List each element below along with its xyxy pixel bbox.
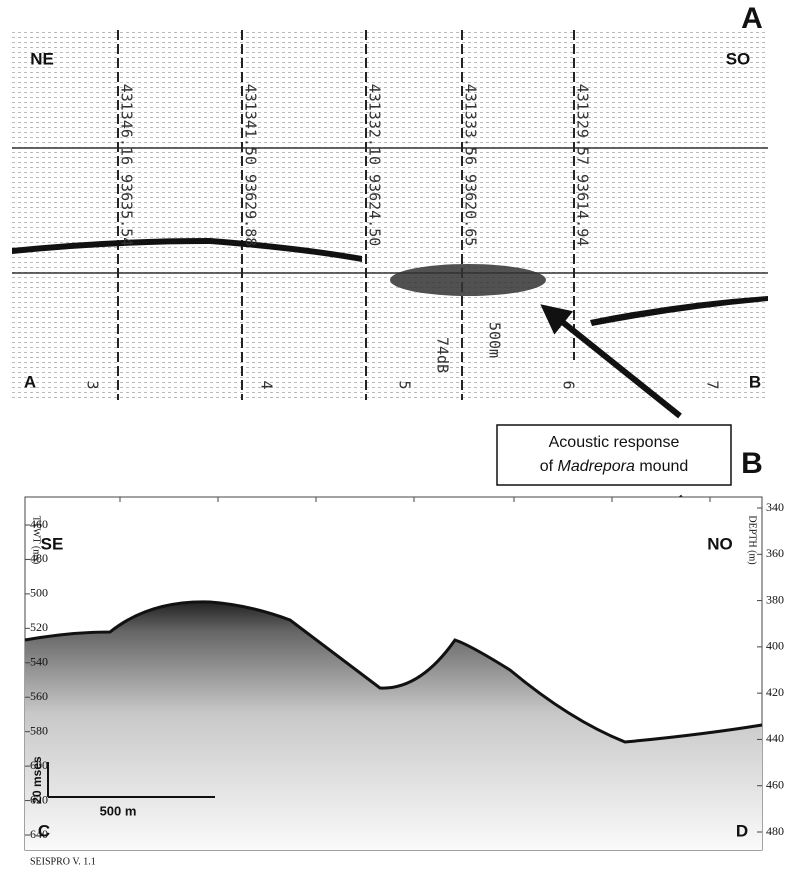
panel-label: B xyxy=(741,447,763,480)
direction: SE xyxy=(41,534,64,553)
panel-label: A xyxy=(741,2,763,35)
direction: NE xyxy=(30,49,54,68)
callout-species: Madrepora xyxy=(558,458,635,475)
shot-mark: 4 xyxy=(258,380,276,389)
right-axis-label: DEPTH (m) xyxy=(747,515,758,564)
figure: Acoustic response of Madrepora mound 460… xyxy=(0,0,798,873)
tick-label: 360 xyxy=(766,546,784,560)
fix-label: 431332.10 93624.50 xyxy=(366,84,384,247)
tick-label: 440 xyxy=(766,731,784,745)
callout-line: Acoustic response xyxy=(549,434,680,451)
tick-label: 560 xyxy=(30,689,48,703)
vscale-label: 20 mses xyxy=(30,756,44,804)
fix-label: 431329.57 93614.94 xyxy=(574,84,592,247)
mound-response xyxy=(390,264,546,296)
hscale-label: 500 m xyxy=(100,803,137,818)
tick-label: 540 xyxy=(30,655,48,669)
tick-label: 580 xyxy=(30,723,48,737)
profile-end: C xyxy=(38,821,50,840)
shot-mark: 3 xyxy=(84,380,102,389)
tick-label: 520 xyxy=(30,620,48,634)
tick-label: 400 xyxy=(766,639,784,653)
software-label: SEISPRO V. 1.1 xyxy=(30,856,96,867)
tick-label: 460 xyxy=(766,777,784,791)
direction: SO xyxy=(726,49,751,68)
callout-text: mound xyxy=(635,458,688,475)
panel-b xyxy=(25,497,762,850)
callout-text: of xyxy=(540,458,558,475)
tick-label: 340 xyxy=(766,500,784,514)
profile-end: A xyxy=(24,372,36,391)
shot-mark: 7 xyxy=(704,380,722,389)
callout-line: of Madrepora mound xyxy=(540,458,689,475)
fix-label: 431346.16 93635.54 xyxy=(118,84,136,247)
tick-label: 480 xyxy=(766,824,784,838)
gain-label: 74dB xyxy=(434,337,452,373)
fix-label: 431333.56 93620.65 xyxy=(462,84,480,247)
profile-end: B xyxy=(749,372,761,391)
scale-label: 500m xyxy=(486,322,504,358)
tick-label: 380 xyxy=(766,592,784,606)
fix-label: 431341.50 93629.88 xyxy=(242,84,260,247)
left-axis-label: TTWT (ms) xyxy=(31,516,42,564)
shot-mark: 5 xyxy=(396,380,414,389)
tick-label: 500 xyxy=(30,586,48,600)
tick-label: 420 xyxy=(766,685,784,699)
shot-mark: 6 xyxy=(560,380,578,389)
profile-end: D xyxy=(736,821,748,840)
direction: NO xyxy=(707,534,733,553)
